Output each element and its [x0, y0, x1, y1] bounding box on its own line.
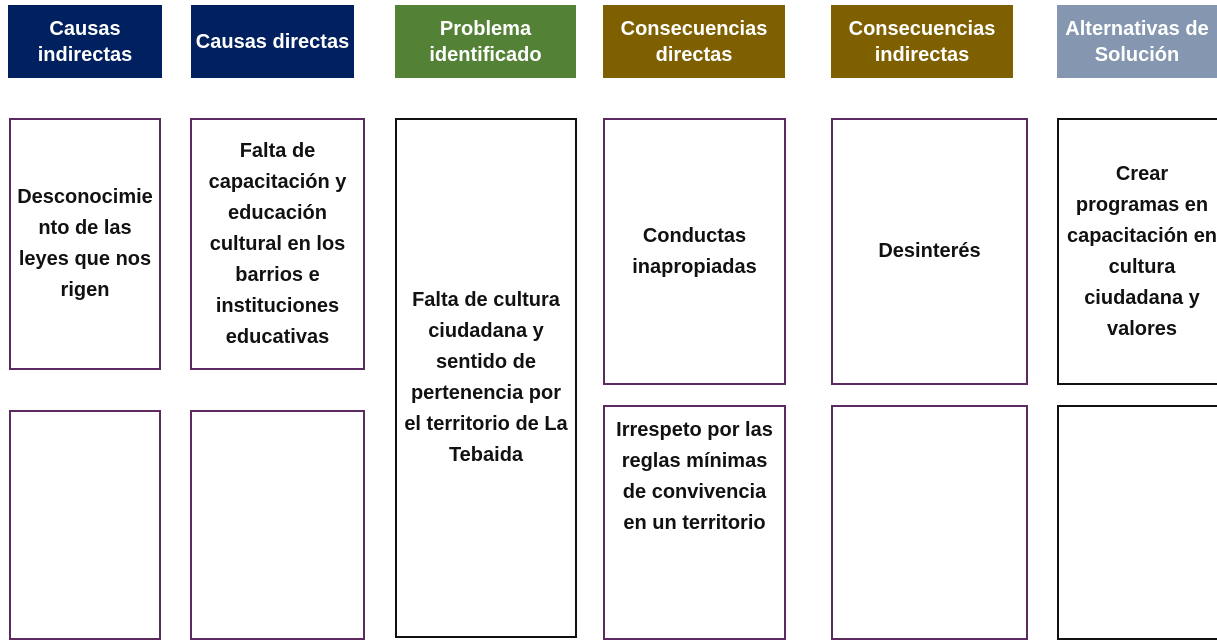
empty-box	[190, 410, 365, 640]
header: Causas indirectas	[8, 5, 162, 78]
box: Desconocimiento de las leyes que nos rig…	[9, 118, 161, 370]
box: Falta de cultura ciudadana y sentido de …	[395, 118, 577, 638]
header: Causas directas	[191, 5, 354, 78]
box: Crear programas en capacitación en cultu…	[1057, 118, 1217, 385]
header: Alternativas de Solución	[1057, 5, 1217, 78]
header: Consecuencias indirectas	[831, 5, 1013, 78]
header: Consecuencias directas	[603, 5, 785, 78]
empty-box	[9, 410, 161, 640]
header: Problema identificado	[395, 5, 576, 78]
box: Conductas inapropiadas	[603, 118, 786, 385]
box: Falta de capacitación y educación cultur…	[190, 118, 365, 370]
box: Irrespeto por las reglas mínimas de conv…	[603, 405, 786, 640]
empty-box	[1057, 405, 1217, 640]
page: Causas indirectas Causas directas Proble…	[8, 5, 1217, 640]
empty-box	[831, 405, 1028, 640]
box: Desinterés	[831, 118, 1028, 385]
